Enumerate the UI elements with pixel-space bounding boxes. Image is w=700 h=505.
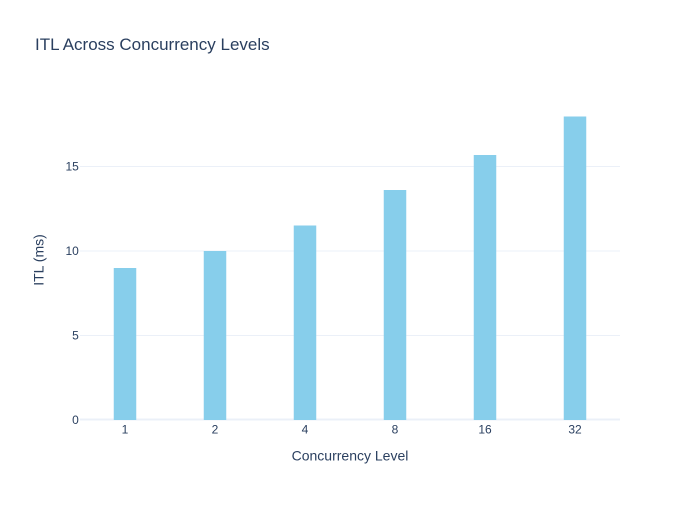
svg-text:1: 1 xyxy=(122,423,129,437)
svg-text:Concurrency Level: Concurrency Level xyxy=(292,448,409,464)
svg-text:8: 8 xyxy=(392,423,399,437)
svg-text:ITL Across Concurrency Levels: ITL Across Concurrency Levels xyxy=(35,35,270,54)
svg-text:4: 4 xyxy=(302,423,309,437)
svg-text:5: 5 xyxy=(72,329,79,343)
svg-text:32: 32 xyxy=(568,423,582,437)
svg-text:16: 16 xyxy=(478,423,492,437)
svg-text:15: 15 xyxy=(65,160,79,174)
svg-text:0: 0 xyxy=(72,413,79,427)
svg-text:10: 10 xyxy=(65,244,79,258)
svg-text:ITL (ms): ITL (ms) xyxy=(31,234,47,286)
svg-text:2: 2 xyxy=(212,423,219,437)
